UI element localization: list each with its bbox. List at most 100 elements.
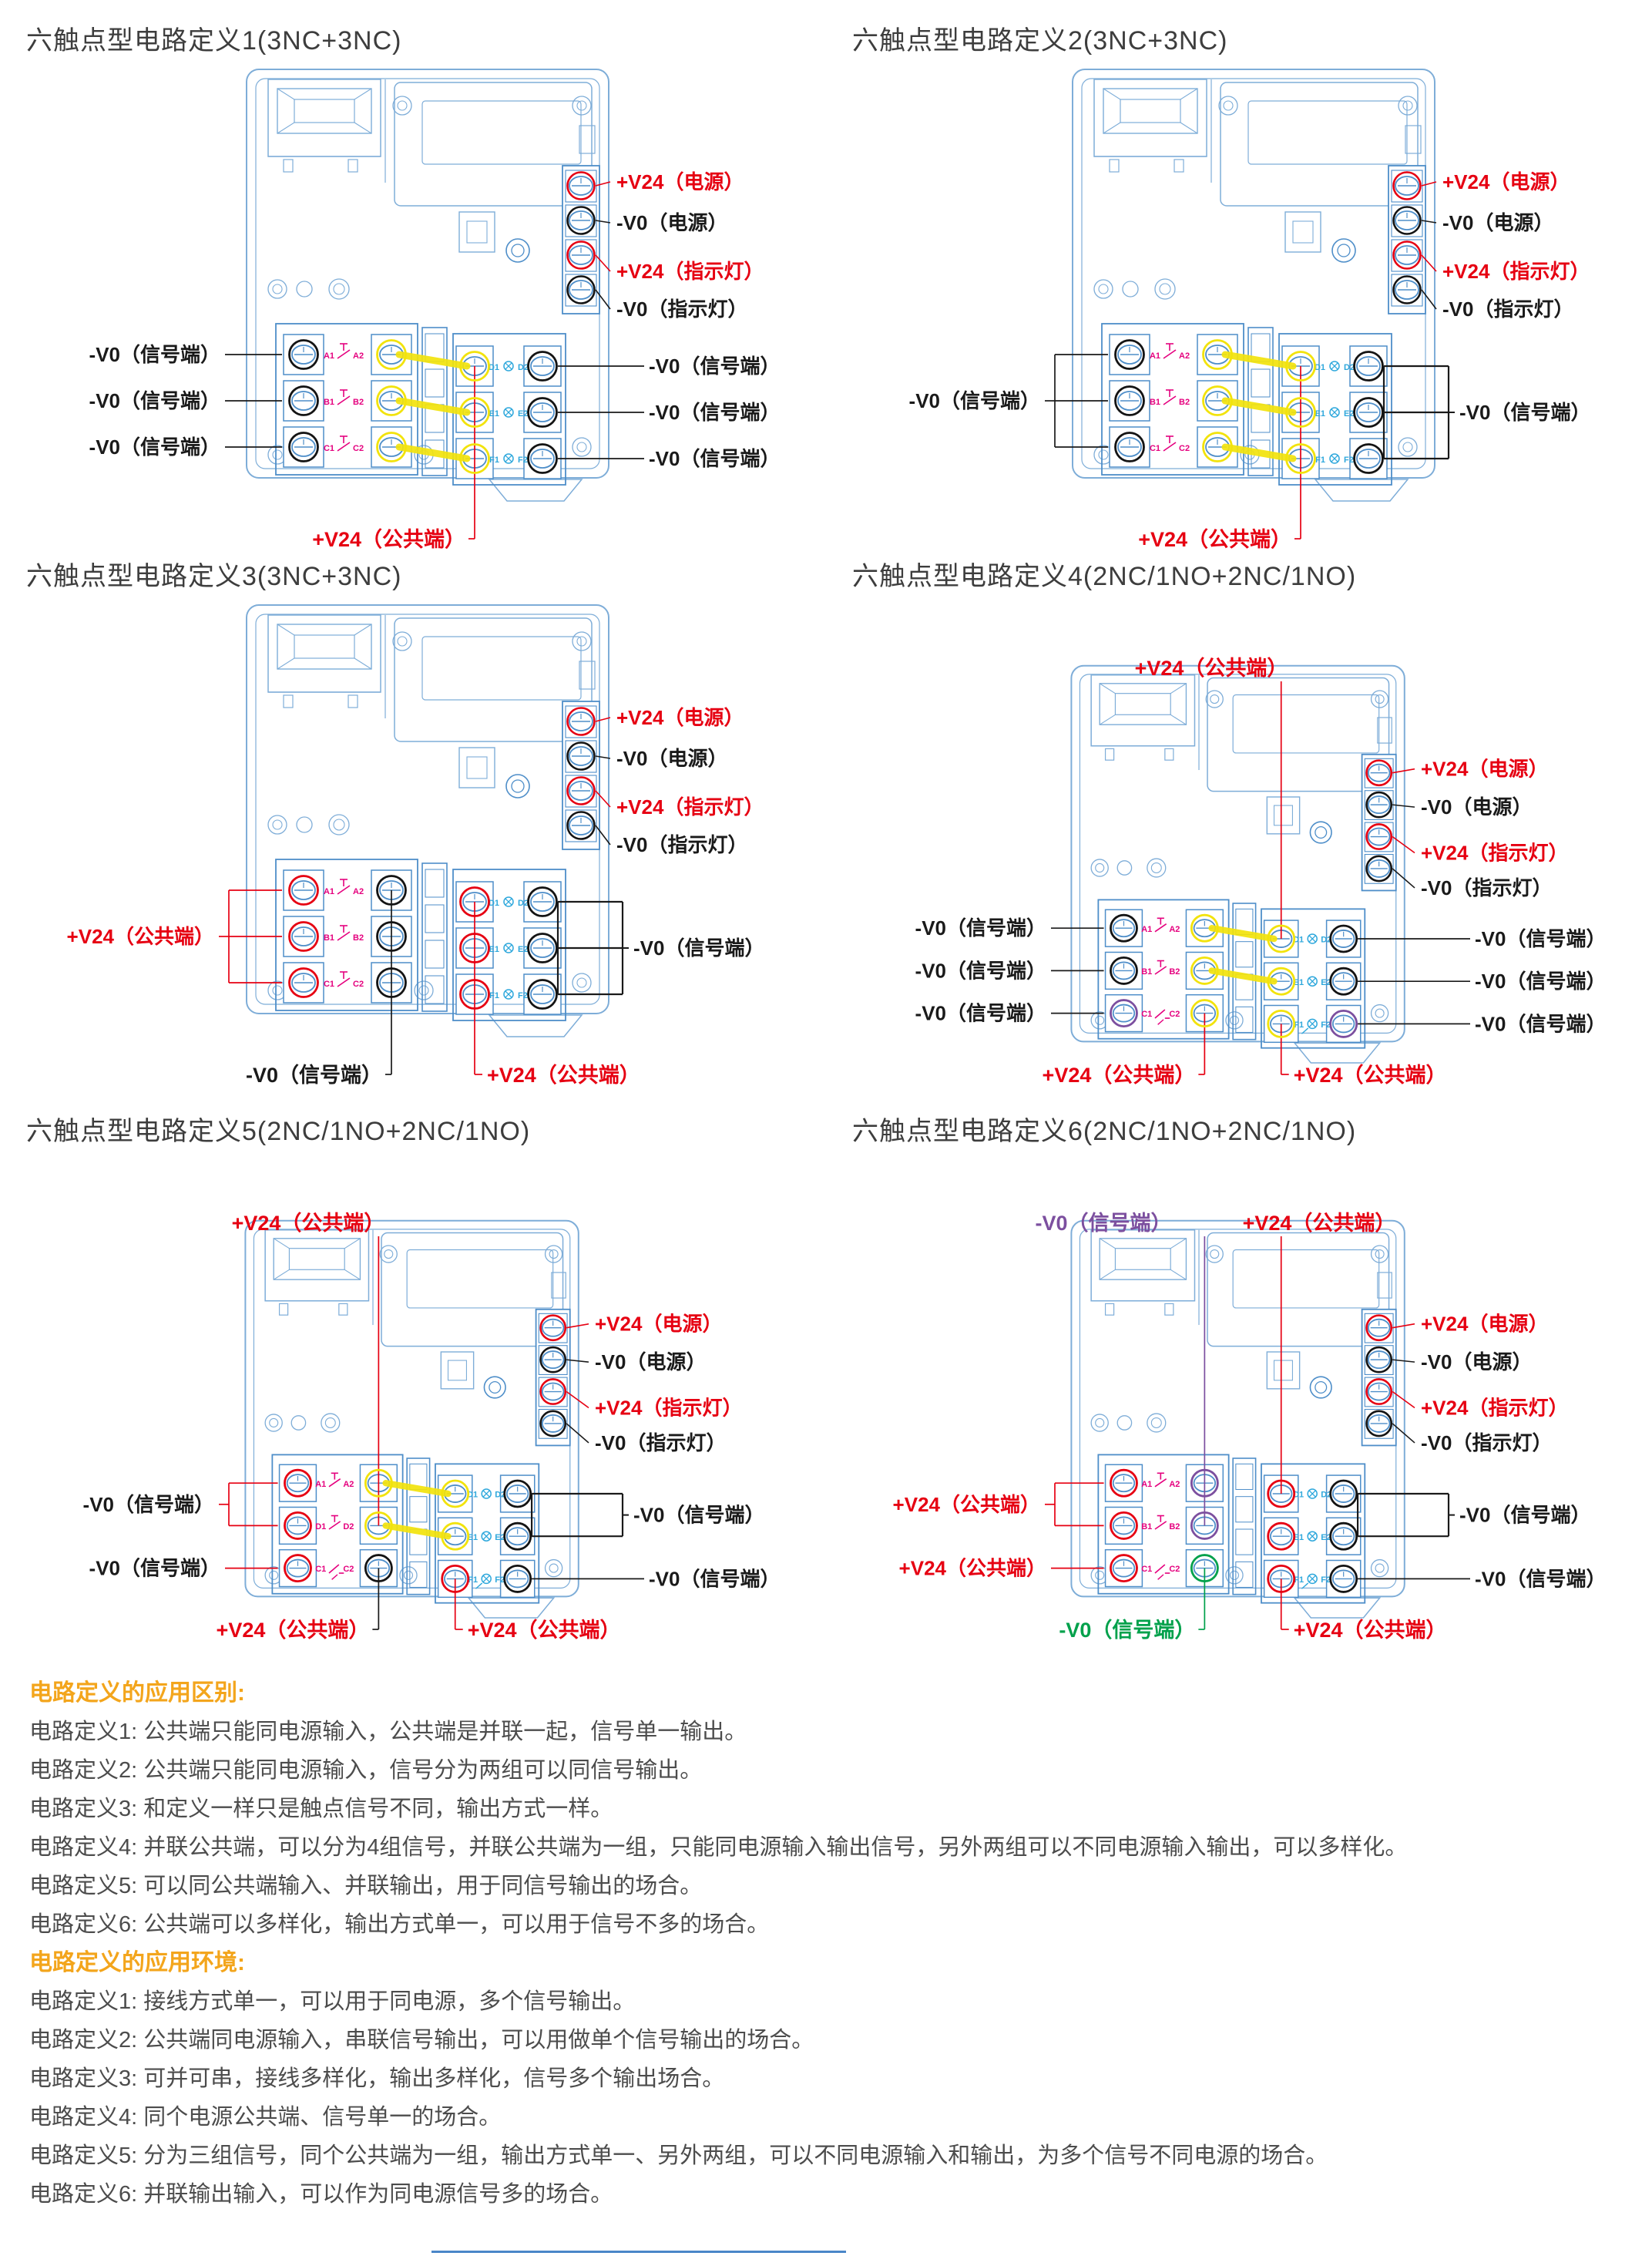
din-rail-slot <box>1235 1528 1254 1555</box>
power-terminal-ring <box>566 707 596 736</box>
lamp-icon <box>1301 1582 1309 1589</box>
din-rail-slot <box>425 368 445 398</box>
screw-hole <box>384 1249 394 1259</box>
note-line: 电路定义1: 接线方式单一，可以用于同电源，多个信号输出。 <box>29 1989 636 2014</box>
power-label: +V24（电源） <box>1421 1313 1548 1336</box>
lamp-icon <box>1307 1018 1318 1030</box>
screw-hole <box>1090 1414 1109 1432</box>
contact-id: B1 <box>1150 398 1160 407</box>
lamp-icon <box>481 1573 492 1585</box>
screw-hole <box>1402 442 1413 452</box>
top-plate-tab <box>1377 1272 1392 1299</box>
terminal-ring <box>1267 1009 1296 1038</box>
lamp-icon <box>503 453 514 464</box>
leader-line <box>566 1323 589 1329</box>
terminal-rings: +V24（电源） -V0（电源） +V24（指示灯） -V0（指示灯） <box>288 170 764 474</box>
device-body <box>1070 1219 1405 1598</box>
connector-bevel <box>354 122 372 134</box>
top-plate <box>394 82 593 207</box>
annotation-label: +V24（公共端） <box>1135 657 1288 680</box>
terminal-ring <box>459 933 490 963</box>
leader-line <box>1392 1390 1415 1409</box>
screw-hole <box>572 96 592 116</box>
nc-contact-icon <box>337 349 351 359</box>
power-terminal-ring <box>1392 206 1422 235</box>
terminal-ring <box>284 1511 312 1540</box>
screw-hole <box>1098 449 1109 460</box>
power-label: -V0（指示灯） <box>595 1431 726 1454</box>
contact-id: B1 <box>324 933 334 943</box>
terminal-ring <box>1285 351 1316 382</box>
terminal-ring <box>1190 999 1219 1028</box>
screw-hole <box>1218 96 1238 116</box>
annotation-label: -V0（信号端） <box>1475 1567 1606 1590</box>
screw-hole <box>1370 1558 1389 1578</box>
connector-bevel <box>1180 122 1198 134</box>
lamp-icon <box>1301 1027 1309 1034</box>
power-terminal-ring <box>1365 1346 1393 1373</box>
terminal-ring <box>1114 385 1145 416</box>
center-connector <box>466 220 488 244</box>
annotations: -V0（信号端） +V24（公共端） +V24（公共端） +V24（公共端） -V0（信… <box>893 1212 1607 1642</box>
annotation-label: +V24（公共端） <box>1294 1619 1447 1642</box>
jumper-wire <box>1208 967 1278 985</box>
center-connector <box>458 211 495 253</box>
contact-id: E1 <box>1315 409 1325 419</box>
note-line: 电路定义2: 公共端只能同电源输入，信号分为两组可以同信号输出。 <box>29 1758 703 1783</box>
annotations: -V0（信号端） -V0（信号端） +V24（公共端） <box>909 351 1590 551</box>
contact-id: F2 <box>1321 1020 1331 1030</box>
note-line: 电路定义2: 公共端同电源输入，串联信号输出，可以用做单个信号输出的场合。 <box>29 2028 814 2053</box>
wiring-diagram-5: A1 A2 D1 D2 D1 D2 E1 E2 C1 C2 F1 F2 +V24（公共端） -V0（信号端… <box>83 1212 781 1642</box>
jumper-wire <box>1221 351 1297 370</box>
annotation-label: -V0（信号端） <box>1459 1504 1590 1527</box>
connector-bevel <box>354 657 372 670</box>
terminal-ring <box>1267 924 1296 953</box>
center-boss <box>1315 1380 1328 1394</box>
terminal-ring <box>1110 1554 1138 1583</box>
screw-hole <box>1095 1570 1105 1580</box>
wiring-diagram-6: A1 A2 D1 D2 B1 B2 E1 E2 C1 C2 F1 F2 -V0（信号端） +V24（公共端… <box>893 1212 1607 1642</box>
terminal-ring <box>459 886 490 917</box>
screw-hole <box>549 1249 559 1259</box>
screw-hole <box>1375 1563 1385 1573</box>
nc-contact-icon <box>337 885 351 895</box>
annotation-label: -V0（信号端） <box>915 916 1046 940</box>
connector-bevel <box>344 1238 361 1249</box>
lamp-icon <box>1308 1490 1316 1498</box>
power-label: +V24（指示灯） <box>595 1397 742 1420</box>
page-bottom-rule <box>431 2251 846 2253</box>
connector-clip <box>283 694 294 708</box>
connector-bevel <box>354 624 372 636</box>
screw-hole <box>392 96 412 116</box>
terminal-ring <box>1202 339 1233 370</box>
nc-contact-icon <box>337 977 351 987</box>
diagram-panel-5: 六触点型电路定义5(2NC/1NO+2NC/1NO) A1 A2 D1 D2 D1 D2 E… <box>0 1094 826 1661</box>
wiring-diagram-3: A1 A2 D1 D2 B1 B2 E1 E2 C1 C2 F1 F2 +V24（公共端） -V0（信号端… <box>67 604 764 1087</box>
connector-clip <box>278 1303 289 1316</box>
power-label: -V0（电源） <box>1421 1350 1532 1373</box>
lamp-icon <box>1307 976 1318 987</box>
power-terminal-ring <box>539 1378 567 1405</box>
device-drawing: A1 A2 D1 D2 B1 B2 E1 E2 C1 C2 F1 F2 <box>1070 1219 1405 1619</box>
screw-hole <box>1159 283 1171 295</box>
right-terminal-block <box>1261 1463 1366 1604</box>
nc-contact-icon <box>1154 1478 1167 1488</box>
contact-id: C1 <box>1141 1010 1152 1019</box>
top-plate-inner <box>406 1249 554 1309</box>
screw-hole <box>544 1245 563 1263</box>
annotation-label: -V0（信号端） <box>915 1002 1046 1025</box>
terminal-ring <box>288 385 319 416</box>
screw-hole <box>1370 1004 1389 1023</box>
contact-id: F2 <box>518 456 528 465</box>
power-terminal-ring <box>1365 823 1393 850</box>
terminal-ring <box>1110 999 1138 1028</box>
leader-line <box>1421 181 1437 187</box>
lamp-icon <box>503 943 514 953</box>
screw-hole <box>1150 1417 1162 1428</box>
screw-hole <box>397 100 408 111</box>
din-rail <box>421 862 448 1012</box>
terminal-ring <box>527 443 558 474</box>
center-boss <box>511 779 525 793</box>
annotation-label: +V24（公共端） <box>217 1619 370 1642</box>
power-label: +V24（指示灯） <box>616 260 764 283</box>
